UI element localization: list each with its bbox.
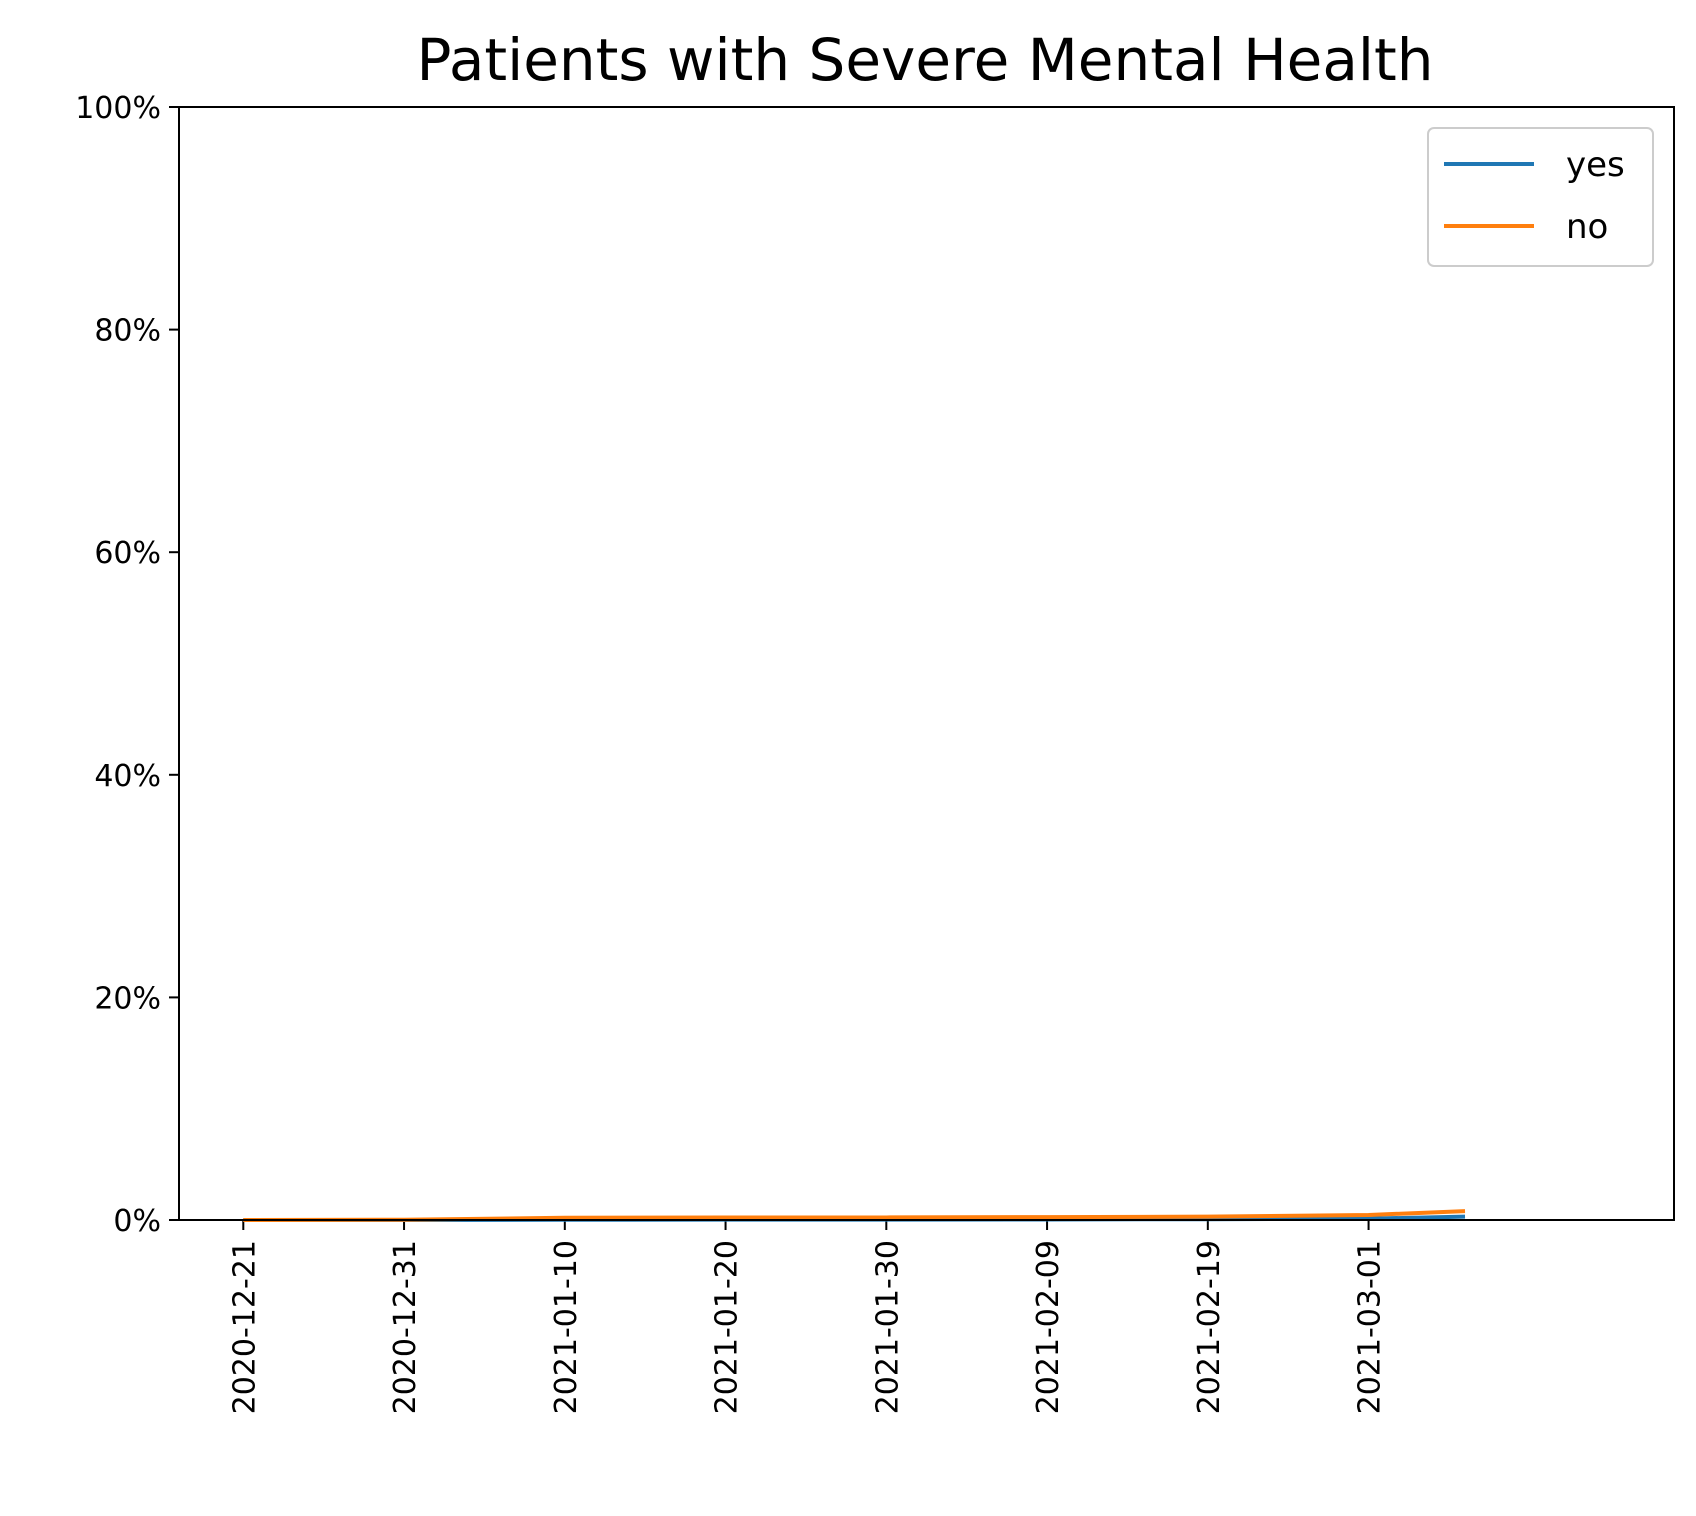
- y-tick-label: 80%: [94, 314, 161, 349]
- plot-area: [179, 107, 1674, 1220]
- chart-title: Patients with Severe Mental Health: [416, 26, 1433, 94]
- x-tick-label: 2021-03-01: [1353, 1240, 1388, 1414]
- y-tick-label: 100%: [75, 91, 161, 126]
- legend-label-yes: yes: [1566, 145, 1625, 185]
- x-tick-label: 2021-01-30: [870, 1240, 905, 1414]
- x-tick-label: 2021-01-10: [549, 1240, 584, 1414]
- x-tick-label: 2021-02-19: [1192, 1240, 1227, 1414]
- x-tick-label: 2021-01-20: [710, 1240, 745, 1414]
- x-axis: 2020-12-21 2020-12-31 2021-01-10 2021-01-20…: [227, 1220, 1388, 1414]
- legend: yes no: [1427, 127, 1654, 267]
- y-tick-label: 60%: [94, 536, 161, 571]
- legend-label-no: no: [1566, 207, 1608, 247]
- plot-frame: [178, 106, 1675, 1221]
- y-tick-label: 40%: [94, 759, 161, 794]
- y-tick-label: 20%: [94, 981, 161, 1016]
- x-tick-label: 2020-12-31: [388, 1240, 423, 1414]
- x-tick-label: 2021-02-09: [1031, 1240, 1066, 1414]
- y-axis: 0% 20% 40% 60% 80% 100%: [75, 91, 179, 1239]
- x-tick-label: 2020-12-21: [227, 1240, 262, 1414]
- y-tick-label: 0%: [113, 1204, 161, 1239]
